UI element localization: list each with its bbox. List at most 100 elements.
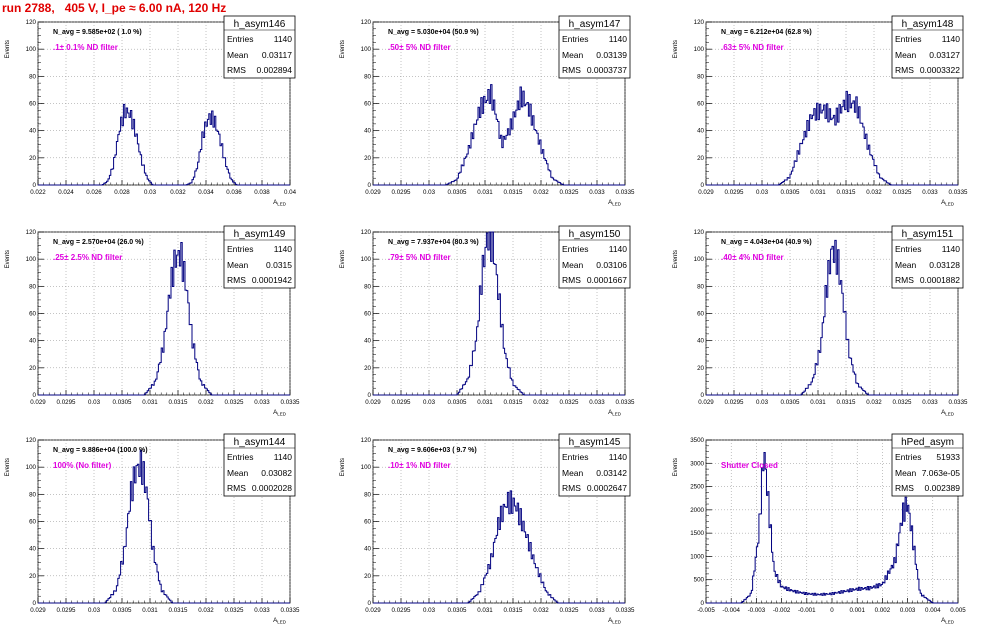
y-tick-label: 40 — [29, 128, 36, 135]
histogram-line — [373, 84, 625, 186]
stats-rms-value: 0.0002028 — [252, 483, 292, 493]
x-tick-label: 0.0335 — [616, 399, 635, 406]
x-tick-label: 0.0315 — [837, 189, 856, 196]
filter-annotation: .79± 5% ND filter — [388, 253, 451, 262]
x-axis-label: ALED — [941, 617, 955, 625]
x-tick-label: 0.031 — [477, 189, 493, 196]
y-axis-label: Events — [5, 458, 11, 476]
x-tick-label: -0.005 — [697, 607, 715, 614]
stats-rms-label: RMS — [562, 275, 581, 285]
x-tick-label: 0.032 — [170, 189, 186, 196]
y-tick-label: 60 — [29, 519, 36, 526]
x-tick-label: -0.001 — [798, 607, 816, 614]
n-avg-label: N_avg = 9.606e+03 ( 9.7 %) — [388, 447, 477, 454]
y-tick-label: 100 — [26, 464, 37, 471]
x-tick-label: 0.0295 — [57, 607, 76, 614]
x-axis-label: ALED — [273, 199, 287, 207]
x-tick-label: 0.029 — [698, 189, 714, 196]
histogram-line — [38, 449, 290, 604]
x-axis-label: ALED — [273, 617, 287, 625]
x-tick-label: 0.03 — [423, 607, 436, 614]
histogram-line — [706, 451, 958, 604]
stats-entries-value: 1140 — [274, 244, 293, 254]
y-tick-label: 80 — [364, 491, 371, 498]
stats-rms-label: RMS — [562, 65, 581, 75]
x-tick-label: 0.0335 — [949, 399, 968, 406]
y-tick-label: 100 — [361, 46, 372, 53]
histogram-line — [706, 90, 958, 186]
stats-entries-label: Entries — [227, 244, 253, 254]
stats-box — [558, 15, 631, 79]
filter-annotation: .25± 2.5% ND filter — [53, 253, 122, 262]
x-tick-label: 0.0305 — [448, 607, 467, 614]
x-tick-label: 0.033 — [589, 399, 605, 406]
x-tick-label: 0.005 — [950, 607, 966, 614]
y-tick-label: 60 — [697, 101, 704, 108]
stats-mean-label: Mean — [562, 50, 584, 60]
x-tick-label: 0.0305 — [448, 189, 467, 196]
stats-box — [891, 433, 964, 497]
y-tick-label: 0 — [33, 182, 37, 189]
run-title: run 2788, 405 V, I_pe ≈ 6.00 nA, 120 Hz — [2, 1, 227, 15]
y-tick-label: 20 — [364, 573, 371, 580]
y-tick-label: 0 — [368, 600, 372, 607]
x-tick-label: 0.03 — [88, 399, 101, 406]
y-tick-label: 20 — [29, 365, 36, 372]
x-tick-label: 0.033 — [922, 399, 938, 406]
histogram-h_asym145: 0.029 0.0295 0.03 0.0305 0.031 0.0315 0.032 0.0… — [340, 433, 635, 625]
stats-rms-value: 0.0002647 — [587, 483, 627, 493]
y-tick-label: 120 — [694, 19, 705, 26]
x-tick-label: 0.031 — [810, 399, 826, 406]
x-tick-label: 0.0295 — [392, 399, 411, 406]
x-tick-label: 0.033 — [922, 189, 938, 196]
y-tick-label: 120 — [26, 437, 37, 444]
x-tick-label: 0.031 — [142, 607, 158, 614]
y-tick-label: 40 — [29, 546, 36, 553]
filter-annotation: Shutter Closed — [721, 461, 778, 470]
stats-entries-label: Entries — [895, 34, 921, 44]
x-tick-label: 0.036 — [226, 189, 242, 196]
n-avg-label: N_avg = 9.585e+02 ( 1.0 %) — [53, 29, 142, 36]
x-tick-label: 0.0335 — [281, 399, 300, 406]
histogram-line — [38, 241, 290, 396]
x-tick-label: 0.031 — [810, 189, 826, 196]
stats-mean-value: 0.03127 — [929, 50, 960, 60]
y-tick-label: 100 — [694, 256, 705, 263]
x-axis-label: ALED — [941, 409, 955, 417]
stats-rms-label: RMS — [227, 483, 246, 493]
stats-mean-value: 0.03082 — [261, 468, 292, 478]
y-axis-label: Events — [5, 250, 11, 268]
histogram-line — [38, 103, 290, 186]
y-tick-label: 20 — [697, 365, 704, 372]
stats-box — [223, 225, 296, 289]
x-tick-label: 0.029 — [30, 399, 46, 406]
y-axis-label: Events — [673, 250, 679, 268]
histogram-panel-hPed_asym: -0.005 -0.004 -0.003 -0.002 -0.001 0 0.001 0.00… — [668, 432, 996, 637]
x-tick-label: 0.031 — [142, 399, 158, 406]
stats-hist-name: hPed_asym — [901, 437, 954, 448]
y-axis-label: Events — [340, 458, 346, 476]
y-tick-label: 0 — [33, 600, 37, 607]
y-tick-label: 0 — [701, 392, 705, 399]
stats-rms-label: RMS — [895, 483, 914, 493]
x-tick-label: 0.032 — [533, 607, 549, 614]
histogram-h_asym150: 0.029 0.0295 0.03 0.0305 0.031 0.0315 0.032 0.0… — [340, 225, 635, 417]
histogram-panel-h_asym149: 0.029 0.0295 0.03 0.0305 0.031 0.0315 0.032 0.0… — [0, 224, 330, 429]
stats-rms-value: 0.0001667 — [587, 275, 627, 285]
x-tick-label: 0.001 — [849, 607, 865, 614]
stats-rms-value: 0.002894 — [257, 65, 293, 75]
histogram-h_asym146: 0.022 0.024 0.026 0.028 0.03 0.032 0.034 0.036 0… — [5, 15, 297, 207]
y-tick-label: 40 — [364, 338, 371, 345]
histogram-h_asym148: 0.029 0.0295 0.03 0.0305 0.031 0.0315 0.032 0.0… — [673, 15, 968, 207]
x-tick-label: 0.03 — [423, 399, 436, 406]
x-tick-label: 0.0335 — [949, 189, 968, 196]
stats-mean-value: 0.03139 — [596, 50, 627, 60]
x-tick-label: 0.032 — [533, 189, 549, 196]
stats-rms-label: RMS — [562, 483, 581, 493]
x-tick-label: 0.0295 — [725, 189, 744, 196]
stats-entries-value: 1140 — [609, 244, 628, 254]
stats-rms-value: 0.0003737 — [587, 65, 627, 75]
x-axis-label: ALED — [941, 199, 955, 207]
stats-hist-name: h_asym144 — [234, 437, 286, 448]
x-tick-label: 0.0305 — [113, 399, 132, 406]
